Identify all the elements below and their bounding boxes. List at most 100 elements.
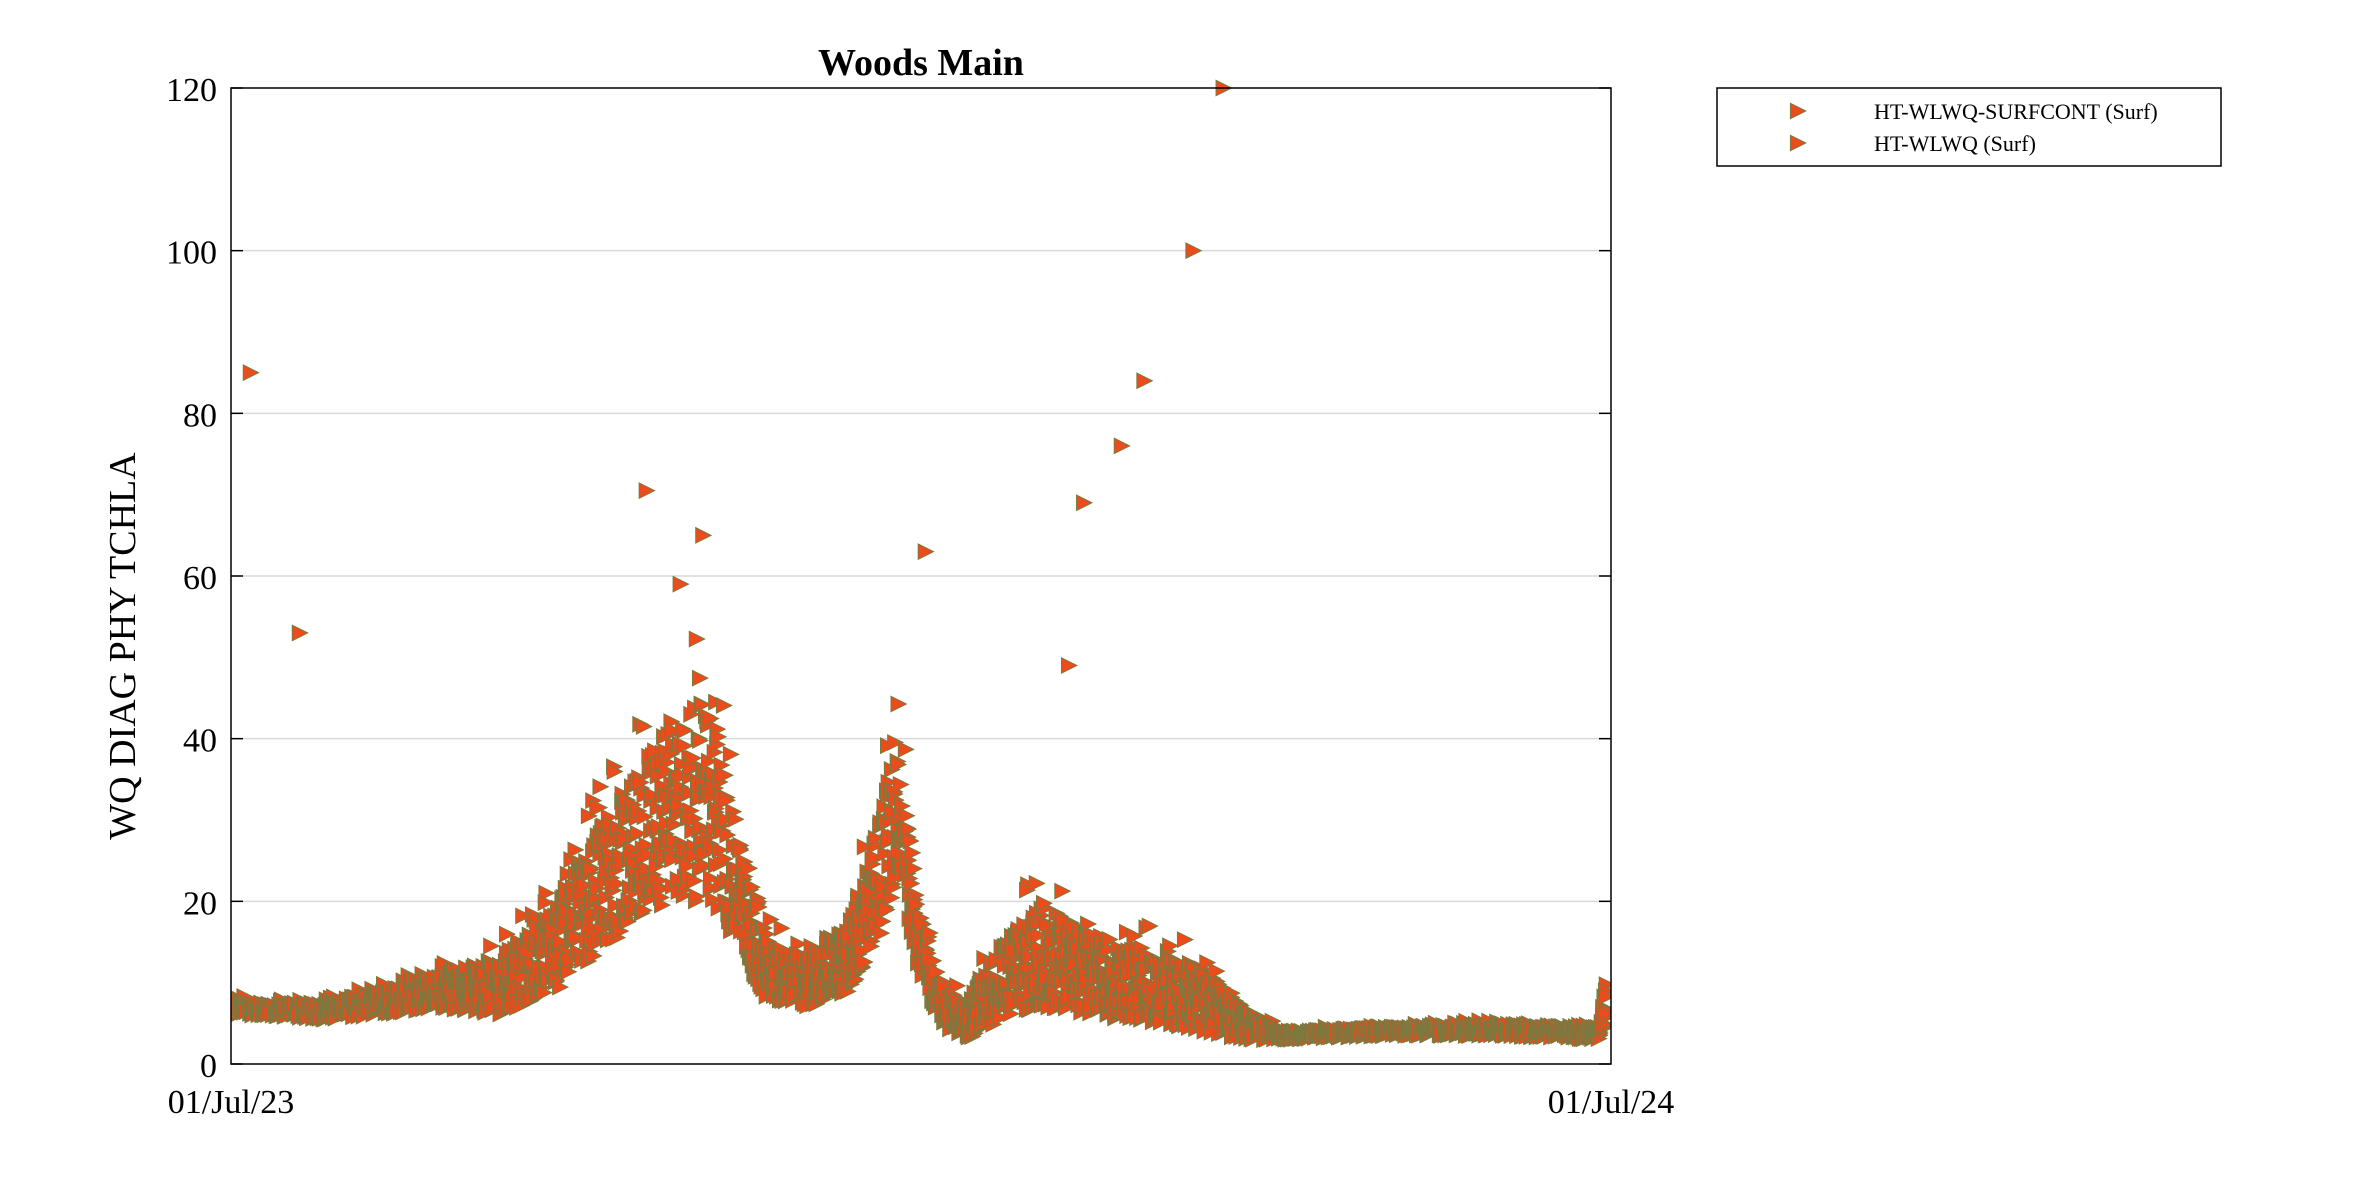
- data-point: [537, 894, 555, 912]
- data-point: [873, 924, 891, 942]
- data-point: [716, 766, 734, 784]
- outlier-point: [1113, 437, 1131, 455]
- data-point: [877, 845, 895, 863]
- data-point: [583, 860, 601, 878]
- data-point: [992, 1009, 1010, 1027]
- data-point: [1030, 927, 1048, 945]
- outlier-point: [1185, 242, 1203, 260]
- data-point: [908, 895, 926, 913]
- data-point: [567, 841, 585, 859]
- legend-box: [1716, 87, 2222, 167]
- data-point: [760, 933, 778, 951]
- data-point: [670, 796, 688, 814]
- data-point: [1101, 930, 1119, 948]
- outlier-point: [1060, 656, 1078, 674]
- legend-marker-wlwq: [1789, 134, 1807, 152]
- data-point: [654, 896, 672, 914]
- outlier-point: [242, 364, 260, 382]
- data-point: [750, 898, 768, 916]
- data-point: [580, 807, 598, 825]
- data-point: [692, 732, 710, 750]
- data-point: [897, 740, 915, 758]
- data-point: [878, 901, 896, 919]
- data-point: [716, 850, 734, 868]
- legend: HT-WLWQ-SURFCONT (Surf) HT-WLWQ (Surf): [1716, 87, 2222, 167]
- data-point: [609, 875, 627, 893]
- data-point: [743, 878, 762, 896]
- x-tick-label: 01/Jul/24: [1548, 1084, 1675, 1121]
- data-point: [1021, 948, 1039, 966]
- data-point: [685, 749, 703, 767]
- outlier-points: [242, 79, 1233, 674]
- data-point: [691, 669, 709, 687]
- y-tick-label: 0: [200, 1048, 217, 1085]
- data-point: [1199, 954, 1217, 972]
- data-point: [665, 831, 683, 849]
- y-tick-label: 100: [166, 235, 217, 272]
- data-point: [949, 977, 967, 995]
- y-axis-label: WQ DIAG PHY TCHLA: [102, 452, 144, 840]
- data-point: [1036, 894, 1054, 912]
- data-point: [887, 734, 905, 752]
- data-point: [715, 696, 733, 714]
- data-point: [498, 925, 517, 943]
- y-tick-label: 40: [183, 723, 217, 760]
- data-point: [644, 786, 662, 804]
- data-point: [560, 963, 578, 981]
- data-point: [1162, 937, 1180, 955]
- outlier-point: [917, 543, 935, 561]
- data-point: [904, 844, 922, 862]
- chart-title: Woods Main: [818, 42, 1024, 84]
- data-point: [607, 896, 625, 914]
- data-point: [636, 808, 654, 826]
- data-point: [585, 947, 603, 965]
- data-point: [676, 737, 694, 755]
- data-point: [688, 888, 706, 906]
- data-point: [1597, 1005, 1611, 1023]
- data-point: [629, 824, 647, 842]
- data-point: [664, 722, 682, 740]
- data-point: [722, 745, 740, 763]
- axis-ticks: 0 20 40 60 80 100 120 01/Jul/23 01/Jul/24: [166, 72, 1674, 1121]
- grid-lines: [231, 249, 1611, 903]
- data-point: [659, 762, 677, 780]
- outlier-point: [695, 526, 713, 544]
- data-point: [1066, 955, 1084, 973]
- y-tick-label: 20: [183, 885, 217, 922]
- outlier-point: [291, 624, 309, 642]
- data-points: [231, 630, 1611, 1049]
- data-point: [702, 869, 720, 887]
- data-point: [710, 728, 728, 746]
- data-point: [676, 722, 694, 740]
- data-point: [696, 857, 714, 875]
- data-point: [773, 919, 791, 937]
- legend-marker-surfcont: [1789, 102, 1807, 120]
- data-point: [1019, 881, 1037, 899]
- data-point: [592, 778, 610, 796]
- data-point: [1028, 874, 1046, 892]
- data-point: [892, 775, 910, 793]
- data-point: [1598, 987, 1611, 1005]
- data-point: [577, 876, 595, 894]
- data-point: [552, 978, 570, 996]
- data-point: [632, 773, 650, 791]
- data-point: [867, 849, 885, 867]
- data-point: [606, 763, 624, 781]
- x-tick-label: 01/Jul/23: [168, 1084, 295, 1121]
- legend-label-wlwq: HT-WLWQ (Surf): [1874, 131, 2036, 156]
- outlier-point: [672, 575, 690, 593]
- y-tick-label: 120: [166, 72, 217, 109]
- data-point: [762, 910, 780, 929]
- data-point: [1054, 882, 1072, 900]
- data-point: [905, 860, 923, 878]
- data-point: [1176, 931, 1194, 949]
- data-point: [741, 859, 759, 877]
- outlier-point: [638, 482, 656, 500]
- data-point: [688, 630, 706, 648]
- data-point: [1208, 962, 1226, 980]
- data-point: [664, 851, 682, 869]
- legend-label-surfcont: HT-WLWQ-SURFCONT (Surf): [1874, 99, 2158, 124]
- data-point: [591, 799, 609, 817]
